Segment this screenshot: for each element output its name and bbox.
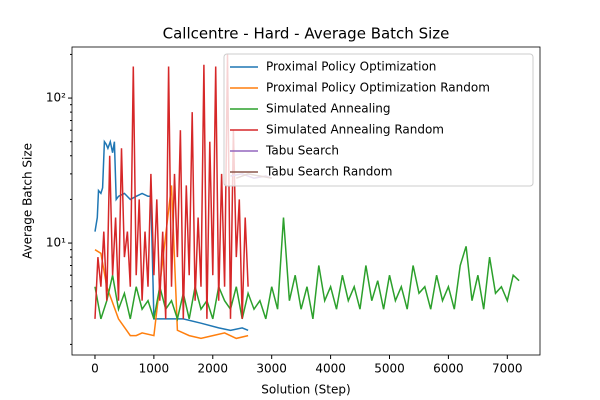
x-tick-label: 2000 (198, 362, 229, 376)
x-tick-label: 5000 (374, 362, 405, 376)
x-tick-label: 7000 (492, 362, 523, 376)
chart-title: Callcentre - Hard - Average Batch Size (163, 25, 450, 43)
x-tick-label: 0 (91, 362, 99, 376)
y-tick-label: 10¹ (46, 236, 66, 250)
series-line (94, 185, 249, 340)
legend-label: Tabu Search (265, 144, 339, 158)
legend-label: Simulated Annealing (266, 102, 391, 116)
legend-label: Proximal Policy Optimization Random (266, 81, 490, 95)
plot-frame (71, 46, 541, 356)
x-tick-label: 3000 (256, 362, 287, 376)
legend-label: Tabu Search Random (265, 165, 392, 179)
legend-label: Simulated Annealing Random (266, 123, 444, 137)
y-tick-label: 10² (46, 91, 66, 105)
y-axis-label: Average Batch Size (21, 143, 35, 259)
series-line (94, 138, 249, 332)
x-tick-label: 6000 (433, 362, 464, 376)
legend-box (223, 53, 534, 187)
series-line (94, 54, 249, 319)
x-tick-label: 1000 (139, 362, 170, 376)
x-tick-label: 4000 (315, 362, 346, 376)
legend-label: Proximal Policy Optimization (266, 60, 436, 74)
x-axis-label: Solution (Step) (261, 383, 350, 397)
